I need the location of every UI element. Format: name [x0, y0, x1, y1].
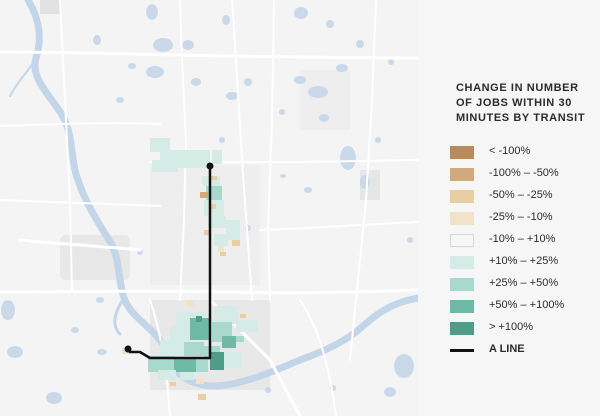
- legend-label: -100% – -50%: [489, 167, 559, 179]
- legend-line-swatch: [450, 349, 474, 352]
- legend-swatch: [450, 212, 474, 225]
- legend-swatch: [450, 322, 474, 335]
- legend-item-a-line: A LINE: [450, 342, 596, 364]
- a-line-south-terminus: [124, 345, 132, 353]
- legend-swatch: [450, 168, 474, 181]
- legend-label: +25% – +50%: [489, 277, 559, 289]
- legend-title: CHANGE IN NUMBER OF JOBS WITHIN 30 MINUT…: [456, 82, 586, 124]
- legend-panel: [418, 0, 600, 416]
- legend-label: +50% – +100%: [489, 299, 565, 311]
- legend-swatch: [450, 278, 474, 291]
- legend-swatch: [450, 234, 474, 247]
- legend-swatch: [450, 300, 474, 313]
- legend-item: -10% – +10%: [450, 232, 596, 254]
- legend-item: -50% – -25%: [450, 188, 596, 210]
- legend-label-a-line: A LINE: [489, 343, 525, 355]
- a-line-route: [124, 162, 214, 360]
- legend-item: +25% – +50%: [450, 276, 596, 298]
- legend-item: +50% – +100%: [450, 298, 596, 320]
- legend-swatch: [450, 146, 474, 159]
- legend: < -100% -100% – -50% -50% – -25% -25% – -10…: [450, 144, 596, 364]
- legend-item: -100% – -50%: [450, 166, 596, 188]
- a-line-north-terminus: [206, 162, 214, 170]
- legend-item: -25% – -10%: [450, 210, 596, 232]
- legend-label: > +100%: [489, 321, 534, 333]
- legend-item: > +100%: [450, 320, 596, 342]
- legend-label: +10% – +25%: [489, 255, 559, 267]
- legend-label: < -100%: [489, 145, 531, 157]
- roads: [0, 0, 420, 416]
- legend-item: +10% – +25%: [450, 254, 596, 276]
- legend-swatch: [450, 190, 474, 203]
- legend-label: -25% – -10%: [489, 211, 553, 223]
- legend-swatch: [450, 256, 474, 269]
- legend-item: < -100%: [450, 144, 596, 166]
- job-change-patches: [122, 138, 258, 400]
- legend-label: -50% – -25%: [489, 189, 553, 201]
- lakes: [1, 4, 414, 404]
- legend-label: -10% – +10%: [489, 233, 556, 245]
